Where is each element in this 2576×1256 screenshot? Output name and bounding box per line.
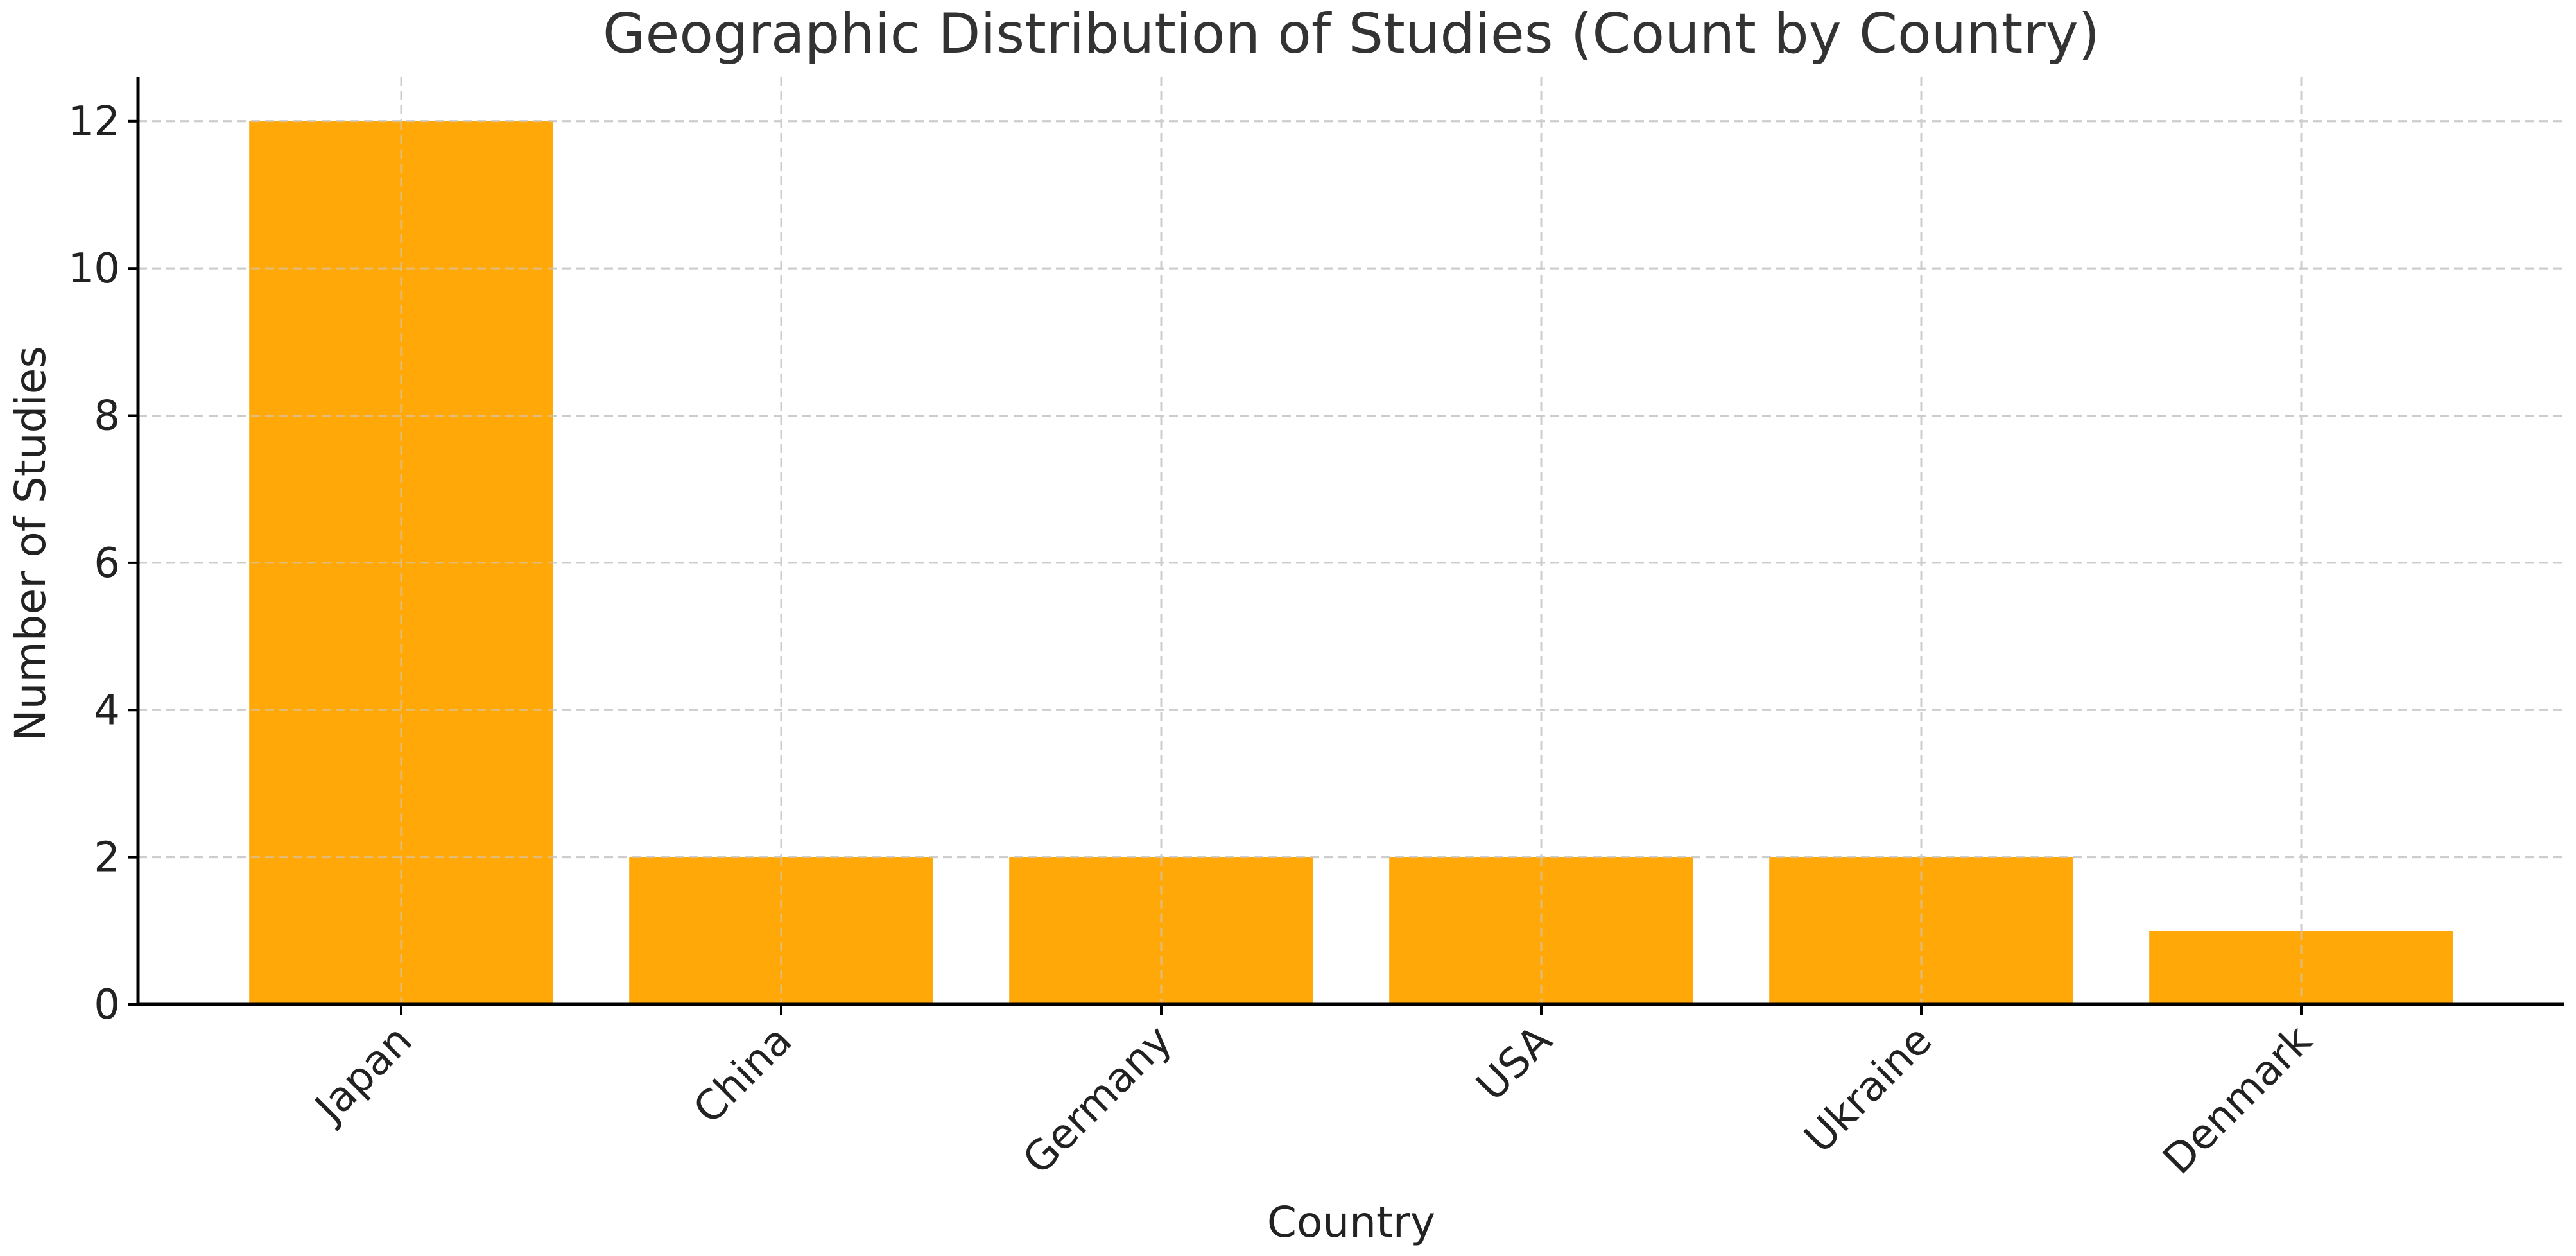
bars bbox=[138, 120, 2564, 1004]
y-tick-label: 12 bbox=[68, 98, 120, 146]
x-tick-label: China bbox=[685, 1017, 802, 1133]
axes bbox=[136, 77, 2564, 1006]
x-tick-label: Denmark bbox=[2154, 1017, 2321, 1183]
x-axis-label: Country bbox=[1267, 1198, 1435, 1247]
x-tick-label: Ukraine bbox=[1795, 1017, 1941, 1162]
y-tick-label: 0 bbox=[94, 981, 120, 1029]
x-tick-label: Japan bbox=[305, 1017, 421, 1133]
y-tick-label: 2 bbox=[94, 834, 120, 882]
y-tick-label: 6 bbox=[94, 540, 120, 587]
y-tick-label: 10 bbox=[68, 245, 120, 293]
x-tick-label: USA bbox=[1467, 1017, 1561, 1110]
y-tick-label: 4 bbox=[94, 687, 120, 734]
y-ticks: 0 2 4 6 8 10 12 bbox=[68, 98, 138, 1029]
x-tick-label: Germany bbox=[1014, 1017, 1181, 1183]
chart-title: Geographic Distribution of Studies (Coun… bbox=[603, 2, 2100, 66]
y-axis-label: Number of Studies bbox=[6, 346, 55, 741]
y-tick-label: 8 bbox=[94, 393, 120, 440]
x-ticks: Japan China Germany USA Ukraine Denmark bbox=[305, 1004, 2321, 1183]
